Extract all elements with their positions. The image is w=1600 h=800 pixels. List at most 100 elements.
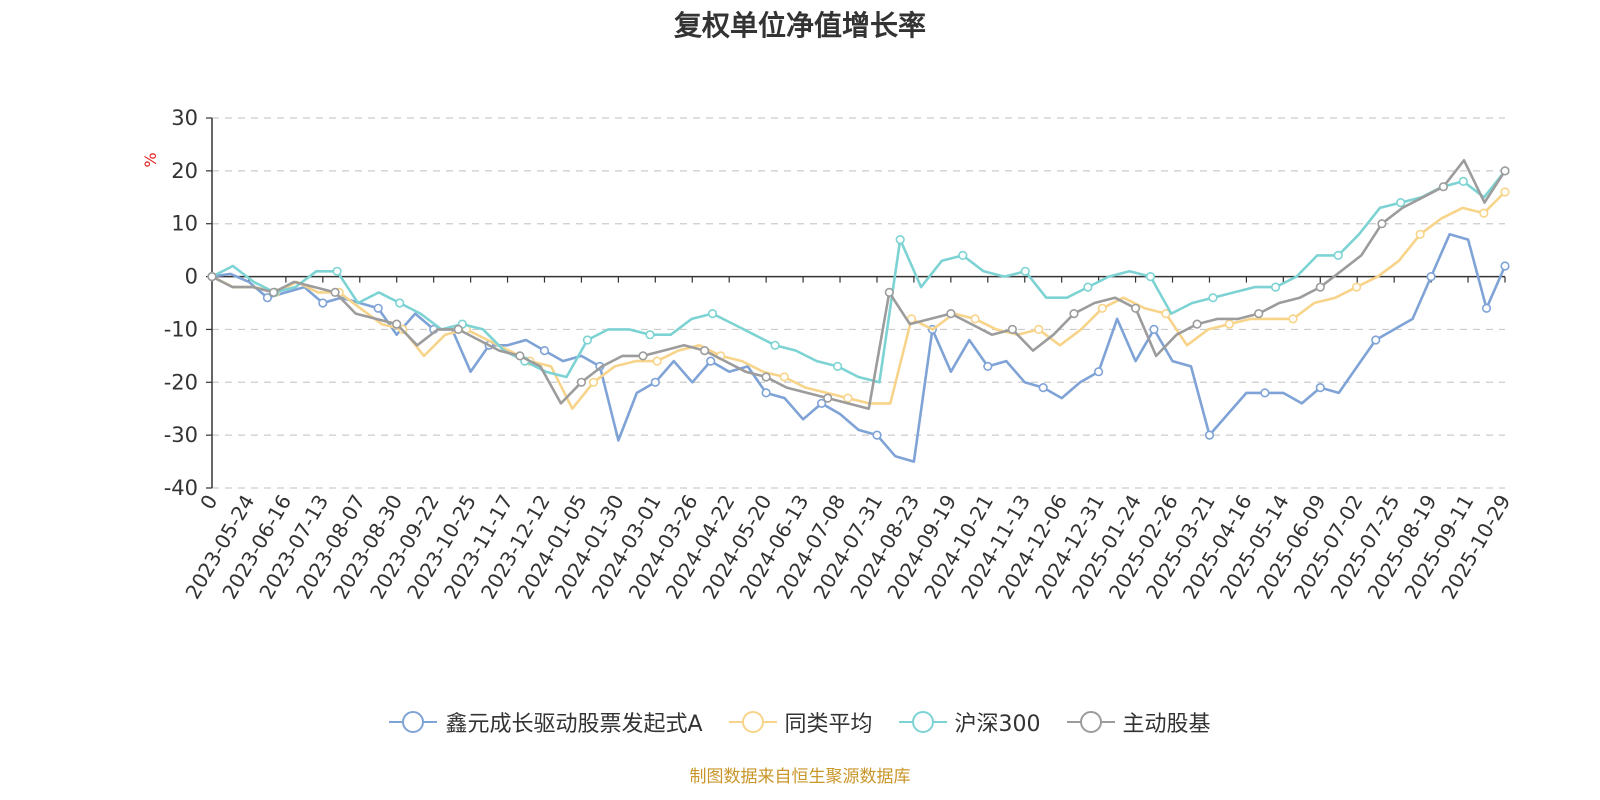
data-point (1097, 303, 1107, 313)
data-point (582, 335, 593, 345)
data-point (515, 351, 525, 361)
data-point (816, 398, 827, 409)
data-point (1093, 367, 1104, 377)
data-point (983, 361, 993, 372)
data-point (1224, 319, 1234, 329)
y-tick-label: 0 (185, 265, 198, 289)
data-point (884, 287, 894, 298)
series-0 (207, 233, 1510, 463)
data-point (1149, 324, 1159, 335)
data-point (779, 372, 789, 382)
legend-marker-icon (728, 711, 777, 733)
data-point (1458, 176, 1468, 186)
legend-item[interactable]: 主动股基 (1066, 706, 1211, 738)
data-point (1260, 388, 1270, 398)
data-point (1192, 319, 1202, 329)
legend-item[interactable]: 同类平均 (728, 706, 873, 738)
data-point (895, 235, 905, 245)
data-point (1204, 430, 1215, 440)
y-tick-label: 30 (171, 106, 198, 130)
data-point (843, 393, 853, 403)
chart-title: 复权单位净值增长率 (673, 9, 926, 42)
data-point (699, 346, 710, 356)
data-point (330, 287, 340, 298)
data-point (1415, 229, 1425, 239)
y-tick-label: 20 (171, 159, 198, 183)
legend-marker-icon (1066, 711, 1115, 733)
legend-label: 同类平均 (784, 712, 873, 737)
data-point (1377, 219, 1387, 229)
data-point (958, 250, 968, 260)
data-point (823, 393, 833, 403)
data-point (1500, 261, 1510, 271)
data-point (1208, 293, 1218, 303)
y-tick-label: -20 (164, 370, 198, 394)
data-point (1481, 303, 1492, 313)
data-point (1288, 314, 1298, 324)
data-point (207, 272, 217, 282)
y-tick-label: -10 (164, 317, 198, 341)
data-point (1500, 166, 1510, 176)
data-point (539, 346, 550, 356)
series-line (211, 159, 1507, 411)
data-point (1438, 182, 1448, 192)
data-point (269, 287, 279, 298)
data-point (262, 293, 273, 303)
legend-label: 沪深300 (954, 712, 1041, 737)
data-point (1270, 282, 1281, 292)
gridlines (212, 117, 1505, 489)
data-source-note: 制图数据来自恒生聚源数据库 (689, 767, 911, 787)
data-point (1038, 383, 1048, 393)
data-point (1351, 282, 1362, 292)
data-point (1020, 266, 1030, 276)
data-point (1069, 309, 1079, 319)
data-point (638, 351, 648, 361)
data-point (652, 356, 662, 366)
data-point (1479, 208, 1489, 218)
data-point (1371, 335, 1381, 345)
data-point (588, 377, 599, 387)
data-point (318, 298, 328, 308)
y-tick-label: -40 (164, 476, 198, 500)
data-point (1500, 187, 1510, 197)
legend-label: 主动股基 (1122, 712, 1211, 737)
data-point (707, 309, 718, 319)
axes: 3020100-10-20-30-4002023-05-242023-06-16… (164, 106, 1516, 603)
data-point (645, 330, 655, 340)
data-point (1315, 282, 1325, 292)
data-point (1007, 324, 1018, 335)
y-tick-label: 10 (171, 212, 198, 236)
data-point (1315, 383, 1325, 393)
data-point (946, 309, 956, 319)
data-point (453, 324, 463, 335)
data-point (761, 372, 771, 382)
legend-item[interactable]: 沪深300 (898, 706, 1041, 738)
data-point (1161, 309, 1171, 319)
legend-marker-icon (898, 711, 947, 733)
data-point (332, 266, 342, 276)
data-point (770, 340, 780, 350)
data-point (706, 356, 716, 366)
legend-marker-icon (389, 711, 438, 733)
data-point (1254, 309, 1264, 319)
data-point (1130, 303, 1141, 313)
y-tick-label: -30 (164, 423, 198, 447)
data-point (1083, 282, 1093, 292)
series-line (211, 170, 1507, 384)
data-point (392, 319, 402, 329)
data-point (373, 303, 383, 313)
y-axis-label: % (141, 152, 160, 167)
data-point (650, 377, 660, 387)
series-lines (207, 159, 1510, 463)
data-point (1426, 272, 1436, 282)
data-point (1396, 198, 1406, 208)
series-2 (207, 166, 1510, 384)
legend-item[interactable]: 鑫元成长驱动股票发起式A (389, 706, 703, 738)
legend: 鑫元成长驱动股票发起式A 同类平均 沪深300 主动股基 (0, 706, 1600, 738)
data-point (832, 361, 843, 372)
data-point (1333, 250, 1343, 260)
series-line (211, 233, 1507, 463)
legend-label: 鑫元成长驱动股票发起式A (445, 712, 703, 737)
data-point (576, 377, 587, 387)
